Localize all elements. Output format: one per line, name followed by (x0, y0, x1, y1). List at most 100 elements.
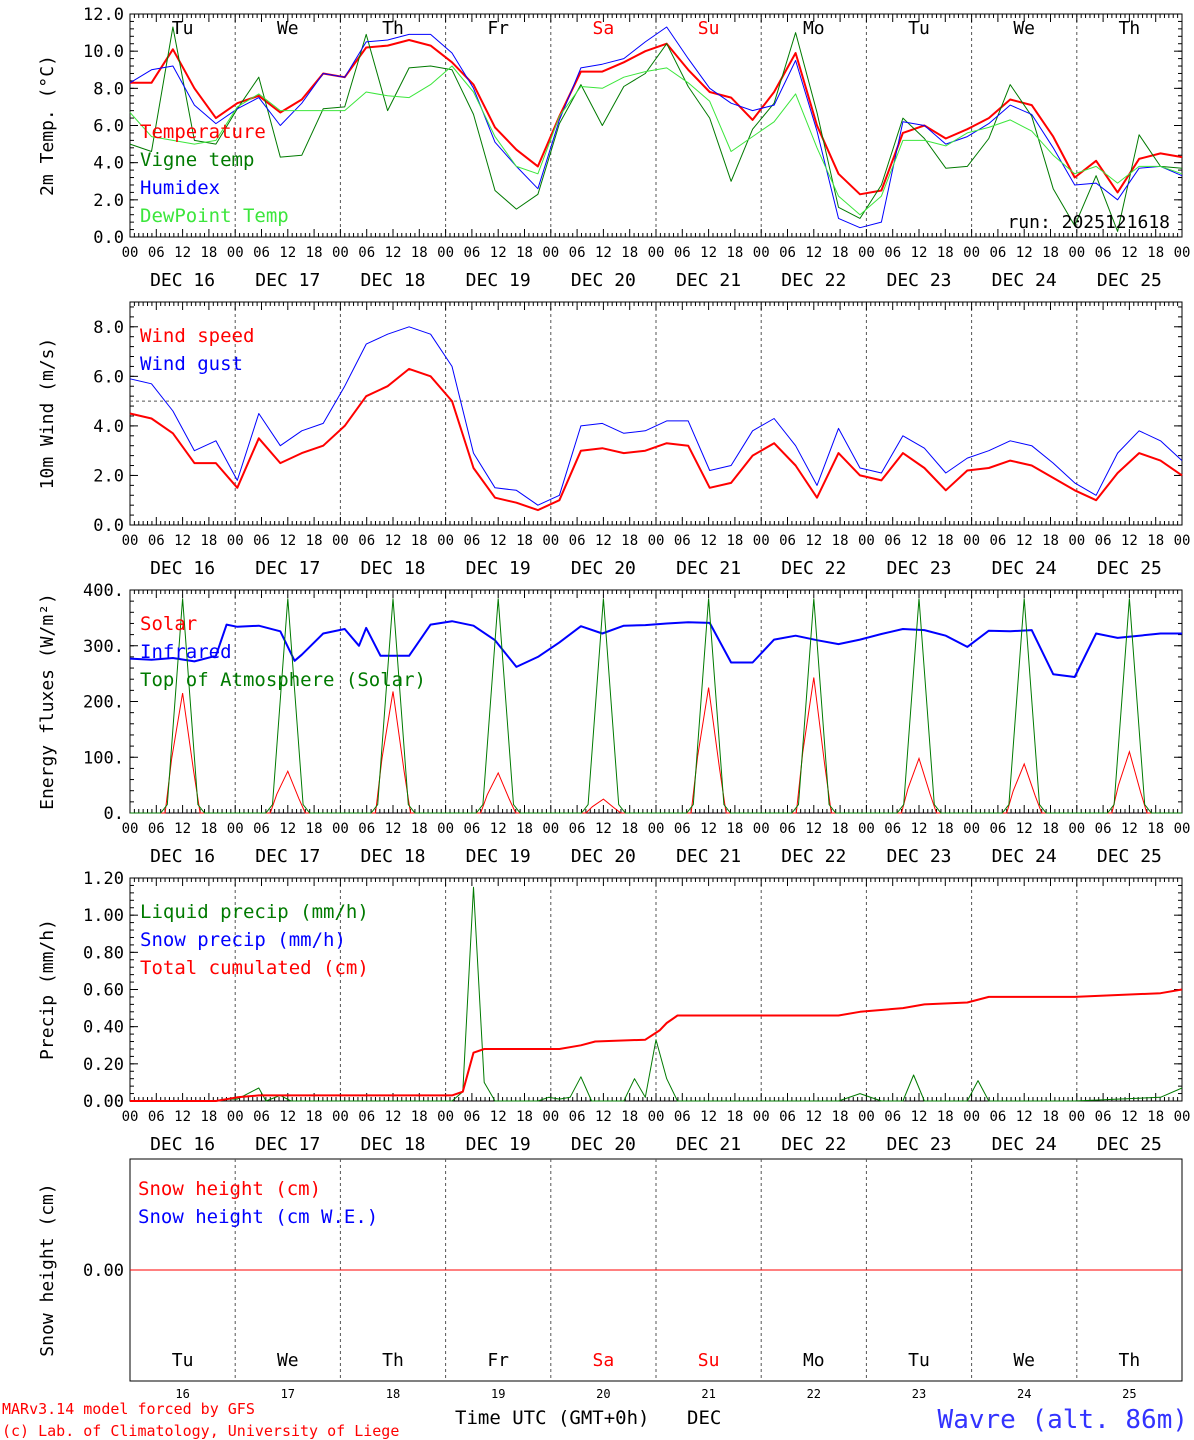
hour-tick-label: 00 (858, 821, 875, 837)
hour-tick-label: 06 (358, 821, 375, 837)
hour-tick-label: 12 (911, 245, 928, 261)
y-tick-label: 4.0 (93, 154, 124, 174)
hour-tick-label: 00 (1174, 821, 1191, 837)
hour-tick-label: 18 (411, 1109, 428, 1125)
legend-entry: Top of Atmosphere (Solar) (140, 669, 426, 691)
hour-tick-label: 18 (726, 245, 743, 261)
y-axis-label: 2m Temp. (°C) (37, 55, 58, 196)
series-line-total-cumulated-cm- (130, 988, 1183, 1102)
hour-tick-label: 12 (385, 1109, 402, 1125)
hour-tick-label: 00 (332, 245, 349, 261)
hour-tick-label: 18 (516, 821, 533, 837)
hour-tick-label: 12 (1121, 245, 1138, 261)
y-tick-label: 8.0 (93, 79, 124, 99)
hour-tick-label: 18 (516, 245, 533, 261)
hour-tick-label: 00 (648, 533, 665, 549)
hour-tick-label: 06 (884, 245, 901, 261)
series-line-infrared (129, 620, 1182, 678)
hour-tick-label: 00 (227, 245, 244, 261)
hour-tick-label: 12 (1121, 821, 1138, 837)
hour-tick-label: 18 (1042, 1109, 1059, 1125)
date-label: DEC 24 (992, 1134, 1057, 1155)
hour-tick-label: 12 (805, 533, 822, 549)
hour-tick-label: 18 (937, 1109, 954, 1125)
date-label: DEC 20 (571, 270, 636, 291)
hour-tick-label: 12 (595, 821, 612, 837)
hour-tick-label: 12 (700, 821, 717, 837)
weekday-label: Mo (803, 1350, 825, 1371)
hour-tick-label: 12 (1016, 533, 1033, 549)
hour-tick-label: 00 (1174, 1109, 1191, 1125)
y-tick-label: 300. (83, 637, 124, 657)
hour-tick-label: 18 (621, 821, 638, 837)
hour-tick-label: 00 (542, 533, 559, 549)
hour-tick-label: 06 (779, 245, 796, 261)
x-axis-label: Time UTC (GMT+0h) (455, 1407, 649, 1429)
hour-tick-label: 06 (1095, 245, 1112, 261)
station-label: Wavre (alt. 86m) (938, 1405, 1188, 1435)
date-label: DEC 16 (150, 1134, 215, 1155)
hour-tick-label: 18 (726, 1109, 743, 1125)
hour-tick-label: 12 (279, 533, 296, 549)
date-label: DEC 17 (255, 270, 320, 291)
hour-tick-label: 06 (569, 1109, 586, 1125)
y-tick-label: 0.0 (93, 228, 124, 248)
hour-tick-label: 18 (200, 245, 217, 261)
date-label: DEC 23 (886, 558, 951, 579)
legend-entry: Wind gust (140, 353, 243, 375)
hour-tick-label: 18 (1147, 1109, 1164, 1125)
hour-tick-label: 12 (174, 821, 191, 837)
legend-entry: Liquid precip (mm/h) (140, 901, 369, 923)
hour-tick-label: 12 (490, 245, 507, 261)
hour-tick-label: 12 (700, 245, 717, 261)
hour-tick-label: 18 (306, 533, 323, 549)
hour-tick-label: 18 (411, 245, 428, 261)
hour-tick-label: 12 (174, 533, 191, 549)
hour-tick-label: 00 (437, 821, 454, 837)
hour-tick-label: 12 (279, 1109, 296, 1125)
run-label: run: 2025121618 (1007, 212, 1170, 233)
hour-tick-label: 00 (963, 821, 980, 837)
date-label: DEC 18 (360, 270, 425, 291)
hour-tick-label: 12 (385, 821, 402, 837)
hour-tick-label: 12 (911, 821, 928, 837)
hour-tick-label: 18 (726, 821, 743, 837)
date-label: DEC 18 (360, 558, 425, 579)
hour-tick-label: 06 (674, 245, 691, 261)
y-axis-label: Energy fluxes (W/m²) (37, 593, 58, 810)
date-label: DEC 20 (571, 846, 636, 867)
weekday-label: Th (1119, 1350, 1141, 1371)
hour-tick-label: 06 (674, 533, 691, 549)
hour-tick-label: 18 (832, 1109, 849, 1125)
date-label: DEC 22 (781, 846, 846, 867)
day-number: 25 (1122, 1387, 1136, 1401)
hour-tick-label: 00 (542, 821, 559, 837)
day-number: 19 (491, 1387, 505, 1401)
series-line-vigne-temp (129, 26, 1183, 232)
hour-tick-label: 06 (253, 821, 270, 837)
hour-tick-label: 00 (332, 821, 349, 837)
y-tick-label: 0. (104, 804, 124, 824)
hour-tick-label: 06 (569, 533, 586, 549)
hour-tick-label: 00 (1174, 533, 1191, 549)
day-number: 22 (807, 1387, 821, 1401)
hour-tick-label: 06 (463, 533, 480, 549)
date-label: DEC 18 (360, 846, 425, 867)
hour-tick-label: 12 (700, 533, 717, 549)
date-label: DEC 22 (781, 270, 846, 291)
legend-entry: DewPoint Temp (140, 205, 289, 227)
hour-tick-label: 12 (279, 821, 296, 837)
hour-tick-label: 00 (1068, 821, 1085, 837)
hour-tick-label: 00 (963, 1109, 980, 1125)
hour-tick-label: 00 (332, 1109, 349, 1125)
x-axis-month: DEC (687, 1407, 721, 1429)
hour-tick-label: 12 (1121, 1109, 1138, 1125)
hour-tick-label: 06 (1095, 1109, 1112, 1125)
hour-tick-label: 06 (989, 533, 1006, 549)
date-label: DEC 19 (466, 558, 531, 579)
hour-tick-label: 12 (1016, 1109, 1033, 1125)
weekday-label: Th (1119, 18, 1141, 39)
hour-tick-label: 06 (253, 1109, 270, 1125)
hour-tick-label: 00 (542, 1109, 559, 1125)
hour-tick-label: 18 (937, 245, 954, 261)
